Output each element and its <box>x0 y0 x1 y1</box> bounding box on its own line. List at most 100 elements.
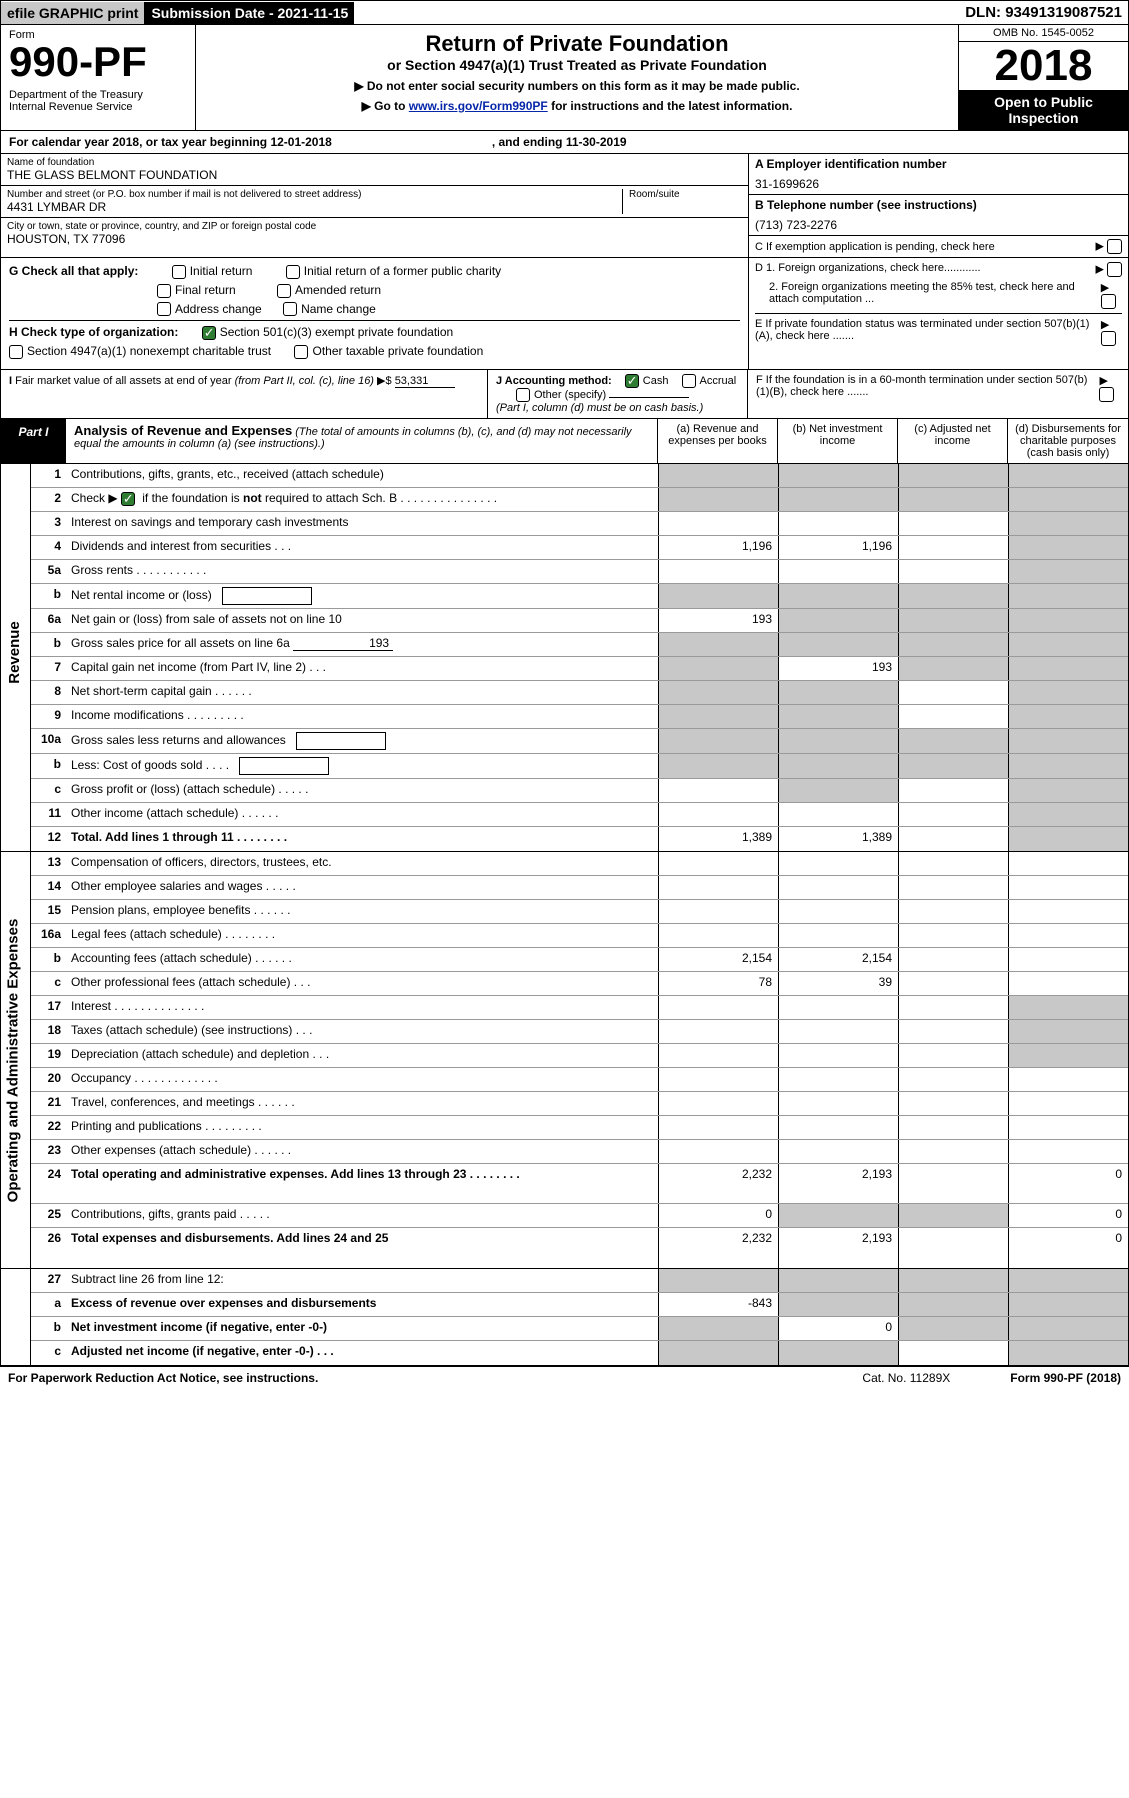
form-subtitle: or Section 4947(a)(1) Trust Treated as P… <box>204 57 950 73</box>
d2-label: 2. Foreign organizations meeting the 85%… <box>769 281 1101 309</box>
j-other-chk[interactable] <box>516 388 530 402</box>
line-22: Printing and publications . . . . . . . … <box>65 1116 658 1139</box>
l12-b: 1,389 <box>778 827 898 851</box>
col-d-head: (d) Disbursements for charitable purpose… <box>1008 419 1128 463</box>
line-4: Dividends and interest from securities .… <box>65 536 658 559</box>
line-11: Other income (attach schedule) . . . . .… <box>65 803 658 826</box>
line-16c: Other professional fees (attach schedule… <box>65 972 658 995</box>
i-label: I Fair market value of all assets at end… <box>9 375 395 387</box>
name-change-chk[interactable] <box>283 302 297 316</box>
part1-title: Analysis of Revenue and Expenses <box>74 423 292 438</box>
j-note: (Part I, column (d) must be on cash basi… <box>496 402 703 414</box>
open-public-badge: Open to Public Inspection <box>959 90 1128 130</box>
j-cash-chk[interactable] <box>625 374 639 388</box>
line-10b: Less: Cost of goods sold . . . . <box>65 754 658 778</box>
phone-value: (713) 723-2276 <box>755 218 1122 232</box>
line-3: Interest on savings and temporary cash i… <box>65 512 658 535</box>
line-6b: Gross sales price for all assets on line… <box>65 633 658 656</box>
line-18: Taxes (attach schedule) (see instruction… <box>65 1020 658 1043</box>
page-footer: For Paperwork Reduction Act Notice, see … <box>0 1366 1129 1389</box>
amended-chk[interactable] <box>277 284 291 298</box>
part1-header: Part I Analysis of Revenue and Expenses … <box>0 419 1129 464</box>
g-label: G Check all that apply: <box>9 264 138 278</box>
f-label: F If the foundation is in a 60-month ter… <box>756 374 1099 414</box>
l6a-a: 193 <box>658 609 778 632</box>
line-27c: Adjusted net income (if negative, enter … <box>65 1341 658 1365</box>
d1-label: D 1. Foreign organizations, check here..… <box>755 262 981 277</box>
section-g-d: G Check all that apply: Initial return I… <box>0 258 1129 370</box>
e-checkbox[interactable] <box>1101 331 1116 346</box>
line-20: Occupancy . . . . . . . . . . . . . <box>65 1068 658 1091</box>
l4-a: 1,196 <box>658 536 778 559</box>
d1-checkbox[interactable] <box>1107 262 1122 277</box>
line-10a: Gross sales less returns and allowances <box>65 729 658 753</box>
l27b-b: 0 <box>778 1317 898 1340</box>
room-label: Room/suite <box>629 189 742 200</box>
l24-a: 2,232 <box>658 1164 778 1203</box>
initial-return-chk[interactable] <box>172 265 186 279</box>
l26-d: 0 <box>1008 1228 1128 1268</box>
line-5a: Gross rents . . . . . . . . . . . <box>65 560 658 583</box>
form-title: Return of Private Foundation <box>204 31 950 57</box>
instruction-2: ▶ Go to www.irs.gov/Form990PF for instru… <box>204 99 950 113</box>
f-checkbox[interactable] <box>1099 387 1114 402</box>
line-13: Compensation of officers, directors, tru… <box>65 852 658 875</box>
submission-date: Submission Date - 2021-11-15 <box>145 2 354 24</box>
l24-b: 2,193 <box>778 1164 898 1203</box>
calendar-year-row: For calendar year 2018, or tax year begi… <box>0 131 1129 154</box>
l7-b: 193 <box>778 657 898 680</box>
j-accrual-chk[interactable] <box>682 374 696 388</box>
l16b-a: 2,154 <box>658 948 778 971</box>
line27-grid: 27Subtract line 26 from line 12: aExcess… <box>0 1269 1129 1366</box>
form-number: 990-PF <box>9 41 187 83</box>
line-5b: Net rental income or (loss) <box>65 584 658 608</box>
line-27a: Excess of revenue over expenses and disb… <box>65 1293 658 1316</box>
footer-formref: Form 990-PF (2018) <box>1010 1371 1121 1385</box>
dln: DLN: 93491319087521 <box>959 1 1128 24</box>
line-14: Other employee salaries and wages . . . … <box>65 876 658 899</box>
addr-label: Number and street (or P.O. box number if… <box>7 189 622 200</box>
department: Department of the Treasury Internal Reve… <box>9 89 187 113</box>
l25-d: 0 <box>1008 1204 1128 1227</box>
final-return-chk[interactable] <box>157 284 171 298</box>
revenue-grid: Revenue 1Contributions, gifts, grants, e… <box>0 464 1129 852</box>
footer-catno: Cat. No. 11289X <box>862 1371 950 1385</box>
addr-change-chk[interactable] <box>157 302 171 316</box>
topbar: efile GRAPHIC print Submission Date - 20… <box>0 0 1129 25</box>
line-24: Total operating and administrative expen… <box>65 1164 658 1203</box>
d2-checkbox[interactable] <box>1101 294 1116 309</box>
h-other-chk[interactable] <box>294 345 308 359</box>
line-27b: Net investment income (if negative, ente… <box>65 1317 658 1340</box>
line-10c: Gross profit or (loss) (attach schedule)… <box>65 779 658 802</box>
h-4947-chk[interactable] <box>9 345 23 359</box>
l24-d: 0 <box>1008 1164 1128 1203</box>
phone-label: B Telephone number (see instructions) <box>755 198 1122 212</box>
line-2: Check ▶ if the foundation is not require… <box>65 488 658 511</box>
line-6a: Net gain or (loss) from sale of assets n… <box>65 609 658 632</box>
col-a-head: (a) Revenue and expenses per books <box>658 419 778 463</box>
line-16b: Accounting fees (attach schedule) . . . … <box>65 948 658 971</box>
c-label: C If exemption application is pending, c… <box>755 241 995 253</box>
l25-a: 0 <box>658 1204 778 1227</box>
line-1: Contributions, gifts, grants, etc., rece… <box>65 464 658 487</box>
l27a-a: -843 <box>658 1293 778 1316</box>
line-25: Contributions, gifts, grants paid . . . … <box>65 1204 658 1227</box>
efile-print-button[interactable]: efile GRAPHIC print <box>1 2 145 24</box>
name-label: Name of foundation <box>7 157 742 168</box>
l12-a: 1,389 <box>658 827 778 851</box>
l26-a: 2,232 <box>658 1228 778 1268</box>
entity-info: Name of foundation THE GLASS BELMONT FOU… <box>0 154 1129 258</box>
expenses-grid: Operating and Administrative Expenses 13… <box>0 852 1129 1269</box>
line-26: Total expenses and disbursements. Add li… <box>65 1228 658 1268</box>
l16b-b: 2,154 <box>778 948 898 971</box>
l4-b: 1,196 <box>778 536 898 559</box>
c-checkbox[interactable] <box>1107 239 1122 254</box>
irs-link[interactable]: www.irs.gov/Form990PF <box>409 99 548 113</box>
line-12: Total. Add lines 1 through 11 . . . . . … <box>65 827 658 851</box>
foundation-city: HOUSTON, TX 77096 <box>7 232 742 246</box>
line-19: Depreciation (attach schedule) and deple… <box>65 1044 658 1067</box>
form-header: Form 990-PF Department of the Treasury I… <box>0 25 1129 131</box>
initial-former-chk[interactable] <box>286 265 300 279</box>
h-501c3-chk[interactable] <box>202 326 216 340</box>
schb-chk[interactable] <box>121 492 135 506</box>
